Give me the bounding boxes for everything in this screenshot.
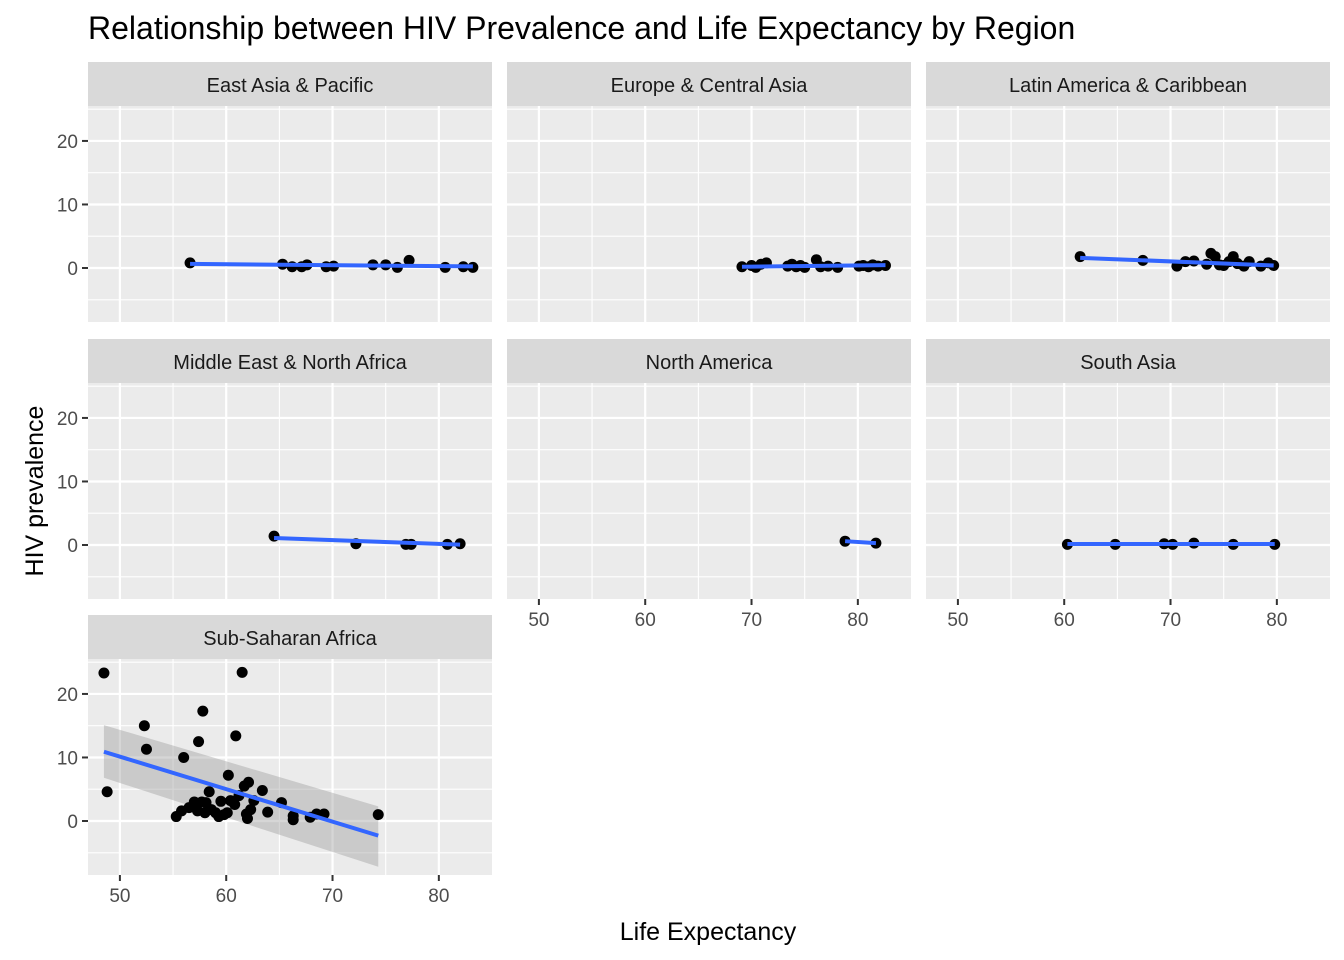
x-tick-label: 70 xyxy=(1160,610,1181,631)
facet-panel-east-asia-and-pacific xyxy=(88,106,492,322)
x-tick-label: 60 xyxy=(216,886,237,907)
x-tick-label: 50 xyxy=(947,610,968,631)
data-point xyxy=(256,785,268,797)
data-point xyxy=(140,743,152,755)
facet-label-east-asia-and-pacific: East Asia & Pacific xyxy=(207,75,374,97)
facet-strip-sub-saharan-africa xyxy=(88,615,492,659)
y-tick-label: 20 xyxy=(57,132,78,153)
data-point xyxy=(221,807,233,819)
data-point xyxy=(403,254,415,266)
facet-middle-east-and-north-africa: Middle East & North Africa 0 10 20 xyxy=(57,339,492,599)
data-point xyxy=(138,720,150,732)
x-tick-label: 70 xyxy=(322,886,343,907)
data-point xyxy=(241,812,253,824)
trend-line xyxy=(1080,255,1274,268)
facet-panel-north-america xyxy=(507,383,911,599)
y-tick-label: 0 xyxy=(67,812,78,833)
facet-label-north-america: North America xyxy=(646,352,774,374)
x-tick-label: 70 xyxy=(741,610,762,631)
y-tick-label: 10 xyxy=(57,472,78,493)
trend-line xyxy=(844,539,877,546)
facet-panel-europe-and-central-asia xyxy=(507,106,911,322)
chart-title: Relationship between HIV Prevalence and … xyxy=(88,10,1075,46)
facet-strip-south-asia xyxy=(926,339,1330,383)
facet-panel-latin-america-and-caribbean xyxy=(926,106,1330,322)
x-axis-title: Life Expectancy xyxy=(620,918,797,946)
facet-label-latin-america-and-caribbean: Latin America & Caribbean xyxy=(1009,75,1247,97)
facet-strip-north-america xyxy=(507,339,911,383)
data-point xyxy=(193,736,205,748)
trend-line xyxy=(103,749,379,838)
facet-panel-middle-east-and-north-africa xyxy=(88,383,492,599)
facet-strip-middle-east-and-north-africa xyxy=(88,339,492,383)
data-point xyxy=(197,705,209,717)
trend-line xyxy=(190,261,473,269)
data-point xyxy=(372,809,384,821)
y-tick-label: 10 xyxy=(57,748,78,769)
x-tick-label: 80 xyxy=(428,886,449,907)
x-tick-label: 50 xyxy=(528,610,549,631)
facet-latin-america-and-caribbean: Latin America & Caribbean xyxy=(926,62,1330,322)
data-point xyxy=(236,666,248,678)
y-axis-title: HIV prevalence xyxy=(21,406,49,577)
facets: East Asia & Pacific 0 10 20 Europe & Central… xyxy=(57,62,1330,907)
data-point xyxy=(203,786,215,798)
facet-panel-south-asia xyxy=(926,383,1330,599)
trend-line xyxy=(273,536,461,547)
data-point xyxy=(230,730,242,742)
x-tick-label: 80 xyxy=(847,610,868,631)
facet-strip-east-asia-and-pacific xyxy=(88,62,492,106)
facet-label-middle-east-and-north-africa: Middle East & North Africa xyxy=(173,352,407,374)
y-tick-label: 10 xyxy=(57,195,78,216)
y-tick-label: 0 xyxy=(67,259,78,280)
x-tick-label: 60 xyxy=(1054,610,1075,631)
data-point xyxy=(287,814,299,826)
facet-south-asia: South Asia 50 60 70 80 xyxy=(926,339,1330,631)
facet-europe-and-central-asia: Europe & Central Asia xyxy=(507,62,911,322)
data-point xyxy=(229,798,241,810)
x-tick-label: 80 xyxy=(1266,610,1287,631)
facet-label-europe-and-central-asia: Europe & Central Asia xyxy=(611,75,809,97)
y-tick-label: 20 xyxy=(57,409,78,430)
facet-strip-europe-and-central-asia xyxy=(507,62,911,106)
y-tick-label: 0 xyxy=(67,536,78,557)
data-point xyxy=(243,776,255,788)
data-point xyxy=(215,795,227,807)
y-tick-label: 20 xyxy=(57,685,78,706)
x-tick-label: 50 xyxy=(109,886,130,907)
facet-label-south-asia: South Asia xyxy=(1080,352,1177,374)
facet-strip-latin-america-and-caribbean xyxy=(926,62,1330,106)
data-point xyxy=(262,806,274,818)
data-point xyxy=(98,667,110,679)
data-point xyxy=(245,804,257,816)
facet-label-sub-saharan-africa: Sub-Saharan Africa xyxy=(203,628,377,650)
data-point xyxy=(101,786,113,798)
facet-sub-saharan-africa: Sub-Saharan Africa 0 10 20 50 60 70 80 xyxy=(57,615,492,907)
data-point xyxy=(178,751,190,763)
x-tick-label: 60 xyxy=(635,610,656,631)
facet-north-america: North America 50 60 70 80 xyxy=(507,339,911,631)
facet-east-asia-and-pacific: East Asia & Pacific 0 10 20 xyxy=(57,62,492,322)
trend-line xyxy=(741,263,886,269)
data-point xyxy=(1209,251,1221,263)
data-point xyxy=(222,769,234,781)
